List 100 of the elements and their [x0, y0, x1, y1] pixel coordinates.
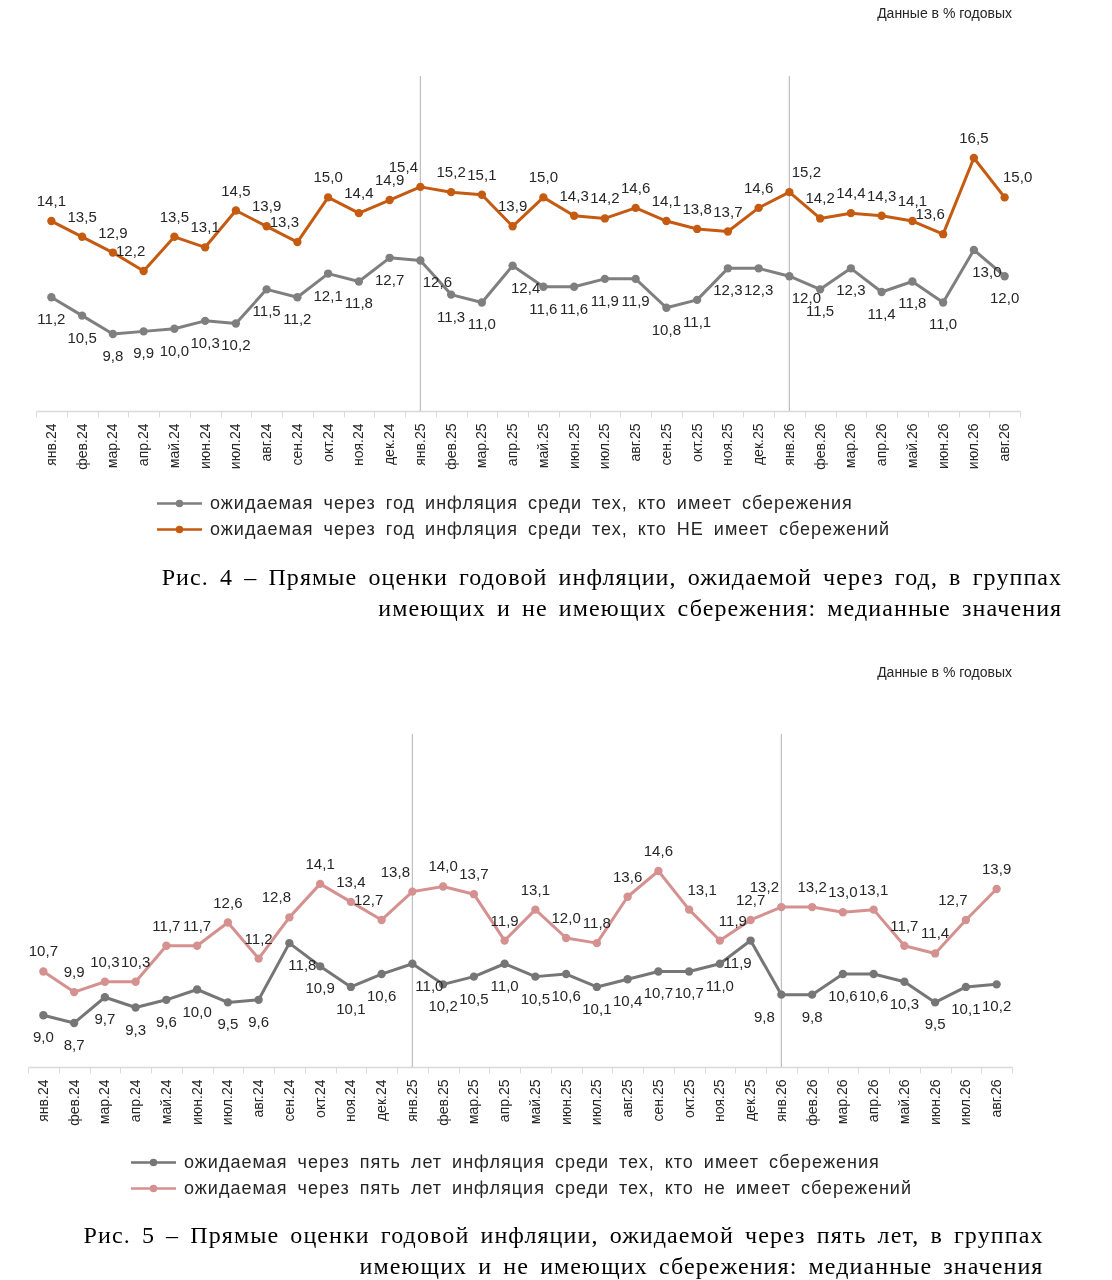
point	[416, 256, 425, 265]
point	[231, 206, 241, 215]
point	[131, 977, 140, 986]
data-label: 11,7	[890, 916, 919, 934]
point	[223, 998, 233, 1007]
point	[39, 1011, 48, 1020]
x-tick-label: авг.24	[258, 423, 275, 462]
x-tick-label: дек.24	[381, 423, 398, 466]
point	[438, 882, 448, 891]
legend-label: ожидаемая через пять лет инфляция среди тех, кто имеет сбережения	[184, 1151, 880, 1172]
data-label: 10,8	[651, 320, 681, 338]
point	[938, 298, 948, 307]
point	[992, 884, 1001, 894]
point	[969, 245, 979, 255]
point	[662, 303, 671, 312]
point	[377, 915, 386, 925]
data-label: 11,8	[288, 956, 317, 974]
point	[908, 216, 917, 226]
x-tick-label: окт.25	[680, 1079, 697, 1118]
data-label: 12,3	[836, 281, 866, 299]
data-label: 13,2	[749, 878, 779, 896]
x-tick-label: ноя.24	[350, 423, 367, 467]
point	[223, 918, 233, 927]
data-label: 11,9	[490, 911, 519, 929]
point	[39, 967, 48, 976]
x-tick-label: июл.24	[219, 1079, 236, 1126]
data-label: 15,1	[467, 165, 497, 183]
data-label: 12,3	[744, 281, 774, 299]
data-label: 13,9	[982, 860, 1012, 878]
point	[592, 938, 602, 948]
data-label: 10,7	[643, 984, 673, 1002]
point	[354, 208, 364, 218]
point	[192, 985, 202, 994]
point	[192, 941, 202, 950]
text: Данные в % годовых	[877, 5, 1012, 21]
x-tick-label: май.24	[165, 423, 182, 469]
point	[477, 298, 487, 307]
x-tick-label: авг.26	[996, 423, 1013, 462]
point	[838, 969, 848, 979]
data-label: 11,9	[590, 291, 619, 309]
data-label: 14,5	[221, 181, 251, 199]
x-tick-label: апр.26	[873, 423, 890, 467]
point	[108, 248, 118, 257]
point	[139, 266, 148, 276]
x-tick-label: фев.24	[65, 1079, 82, 1126]
point	[785, 187, 794, 197]
x-tick-label: окт.25	[688, 423, 705, 462]
point	[1000, 272, 1009, 281]
point	[807, 990, 817, 999]
legend-label: ожидаемая через год инфляция среди тех, кто имеет сбережения	[210, 492, 853, 513]
data-label: 11,9	[723, 953, 752, 971]
data-label: 11,0	[490, 976, 519, 994]
x-tick-label: янв.26	[772, 1079, 789, 1122]
x-tick-label: янв.24	[42, 423, 59, 466]
data-label: 9,0	[32, 1028, 54, 1046]
point	[631, 203, 640, 213]
data-label: 13,5	[67, 207, 97, 225]
data-label: 10,1	[951, 999, 981, 1017]
x-tick-label: май.25	[534, 423, 551, 469]
point	[815, 214, 825, 223]
data-label: 9,8	[753, 1007, 775, 1025]
data-label: 12,0	[551, 908, 581, 926]
point	[654, 866, 663, 876]
point	[684, 905, 694, 914]
point	[723, 264, 733, 273]
x-tick-label: авг.25	[619, 1079, 636, 1118]
x-tick-label: июл.25	[596, 423, 613, 470]
point	[254, 954, 263, 963]
point	[969, 153, 979, 163]
point	[569, 211, 579, 220]
x-tick-label: мар.24	[96, 1079, 113, 1125]
data-label: 14,1	[36, 192, 66, 210]
text: Рис. 5 – Прямые оценки годовой инфляции, ожидаемой через пять лет, в группах имеющих и не имеющих сбережения: медианные значения	[83, 1222, 1044, 1279]
point	[807, 902, 817, 912]
point	[293, 293, 302, 302]
data-label: 11,9	[718, 911, 747, 929]
x-tick-label: ноя.25	[719, 423, 736, 467]
data-label: 15,0	[1003, 168, 1033, 186]
data-label: 13,7	[459, 865, 489, 883]
point	[508, 222, 517, 231]
point	[416, 182, 425, 192]
point	[600, 274, 610, 284]
point	[170, 324, 179, 333]
data-label: 10,2	[982, 997, 1012, 1015]
point	[877, 287, 886, 297]
point	[869, 969, 878, 979]
x-tick-label: дек.24	[373, 1079, 390, 1122]
data-label: 10,6	[828, 987, 858, 1005]
data-label: 9,6	[155, 1012, 177, 1030]
point	[838, 908, 848, 917]
data-label: 11,8	[898, 294, 927, 312]
x-tick-label: мар.26	[834, 1079, 851, 1125]
data-label: 9,8	[102, 347, 124, 364]
point	[477, 190, 487, 199]
point	[262, 285, 271, 294]
data-label: 11,9	[621, 291, 650, 309]
x-tick-label: янв.26	[780, 423, 797, 466]
point	[900, 977, 909, 986]
data-label: 15,0	[528, 168, 558, 186]
x-tick-label: июн.24	[196, 423, 213, 470]
